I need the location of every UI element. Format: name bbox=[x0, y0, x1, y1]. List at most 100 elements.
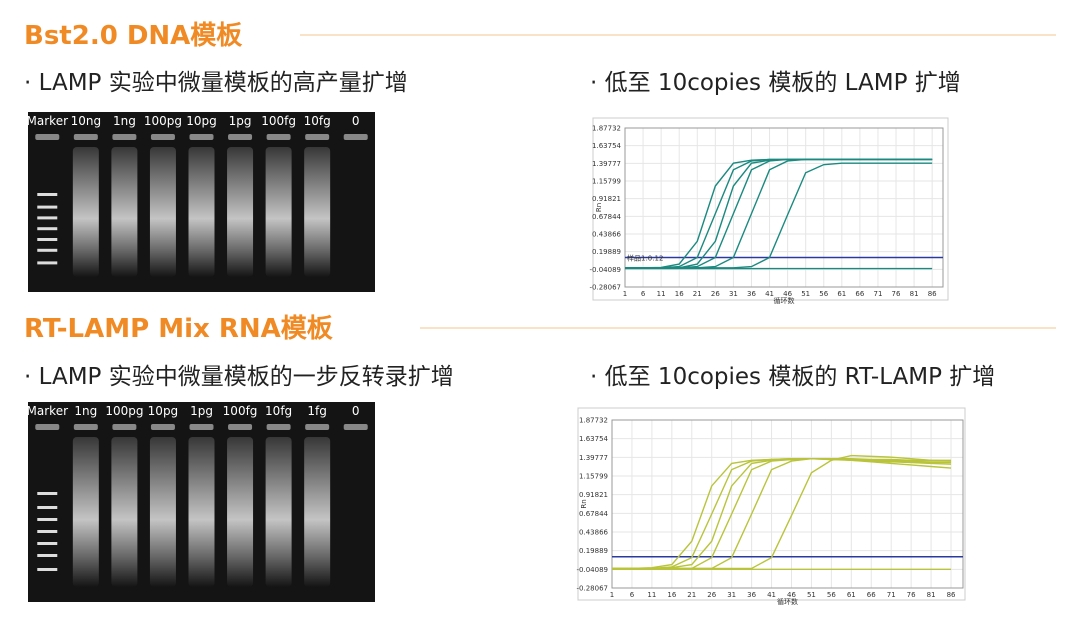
x-tick-label: 76 bbox=[907, 591, 916, 599]
y-tick-label: 0.91821 bbox=[592, 195, 621, 203]
smear bbox=[304, 147, 331, 277]
x-tick-label: 6 bbox=[641, 290, 646, 298]
x-tick-label: 11 bbox=[647, 591, 656, 599]
y-tick-label: 1.39777 bbox=[592, 160, 621, 168]
well bbox=[305, 424, 330, 430]
smear bbox=[188, 147, 215, 277]
section-title: RT-LAMP Mix RNA模板 bbox=[24, 314, 333, 344]
smear bbox=[72, 437, 99, 587]
marker-band bbox=[37, 506, 58, 509]
x-tick-label: 36 bbox=[747, 290, 756, 298]
caption: · 低至 10copies 模板的 RT-LAMP 扩增 bbox=[590, 364, 995, 390]
well bbox=[73, 134, 98, 140]
marker-band bbox=[37, 205, 58, 209]
y-tick-label: 1.39777 bbox=[579, 454, 608, 462]
y-tick-label: 0.19889 bbox=[592, 248, 621, 256]
marker-band bbox=[37, 542, 58, 545]
plot-area bbox=[624, 127, 944, 288]
x-tick-label: 16 bbox=[667, 591, 676, 599]
x-tick-label: 41 bbox=[765, 290, 774, 298]
y-tick-label: -0.28067 bbox=[577, 585, 608, 593]
smear bbox=[227, 437, 254, 587]
y-tick-label: 0.43866 bbox=[579, 529, 608, 537]
x-tick-label: 51 bbox=[807, 591, 816, 599]
smear bbox=[188, 437, 215, 587]
x-tick-label: 46 bbox=[783, 290, 792, 298]
x-tick-label: 71 bbox=[887, 591, 896, 599]
y-tick-label: 1.63754 bbox=[592, 142, 621, 150]
lane-label: 10fg bbox=[265, 404, 292, 418]
x-tick-label: 46 bbox=[787, 591, 796, 599]
x-tick-label: 66 bbox=[867, 591, 876, 599]
y-tick-label: 1.15799 bbox=[592, 178, 621, 186]
marker-band bbox=[37, 193, 58, 196]
y-tick-label: 0.67844 bbox=[592, 213, 621, 221]
well bbox=[189, 134, 214, 140]
x-tick-label: 31 bbox=[727, 591, 736, 599]
well bbox=[305, 134, 330, 140]
x-tick-label: 61 bbox=[847, 591, 856, 599]
lane-label: 100fg bbox=[223, 404, 258, 418]
threshold-label: 样品1:0.12 bbox=[627, 253, 663, 262]
lane-label: 100fg bbox=[261, 114, 296, 128]
lane-label: 1ng bbox=[74, 404, 97, 418]
marker-band bbox=[37, 238, 58, 241]
amplification-curve bbox=[625, 162, 933, 269]
y-tick-label: 1.15799 bbox=[579, 473, 608, 481]
x-tick-label: 56 bbox=[827, 591, 836, 599]
marker-band bbox=[37, 248, 58, 252]
x-axis-label: 循环数 bbox=[777, 597, 798, 606]
smear bbox=[304, 437, 331, 587]
x-tick-label: 31 bbox=[729, 290, 738, 298]
lane-label: 1pg bbox=[229, 114, 252, 128]
section-title: Bst2.0 DNA模板 bbox=[24, 21, 242, 51]
lane-label: 10pg bbox=[148, 404, 179, 418]
x-tick-label: 41 bbox=[767, 591, 776, 599]
y-tick-label: -0.04089 bbox=[577, 566, 608, 574]
marker-band bbox=[37, 554, 58, 557]
x-tick-label: 1 bbox=[610, 591, 614, 599]
marker-band bbox=[37, 492, 58, 495]
x-tick-label: 66 bbox=[855, 290, 864, 298]
y-tick-label: 0.43866 bbox=[592, 231, 621, 239]
x-tick-label: 36 bbox=[747, 591, 756, 599]
y-tick-label: -0.28067 bbox=[590, 284, 621, 292]
lane-label: 100pg bbox=[105, 404, 143, 418]
well bbox=[35, 134, 60, 140]
x-tick-label: 61 bbox=[837, 290, 846, 298]
well bbox=[112, 424, 137, 430]
x-tick-label: 26 bbox=[707, 591, 716, 599]
lane-label: 10pg bbox=[186, 114, 217, 128]
x-tick-label: 81 bbox=[927, 591, 936, 599]
y-tick-label: 0.19889 bbox=[579, 547, 608, 555]
smear bbox=[111, 437, 138, 587]
lane-label: 1ng bbox=[113, 114, 136, 128]
y-tick-label: 1.87732 bbox=[592, 125, 621, 133]
marker-band bbox=[37, 261, 58, 265]
marker-band bbox=[37, 518, 58, 521]
well bbox=[112, 134, 137, 140]
lane-label: 10ng bbox=[71, 114, 102, 128]
lane-label: 0 bbox=[352, 404, 360, 418]
lane-label: 1pg bbox=[190, 404, 213, 418]
caption: · LAMP 实验中微量模板的高产量扩增 bbox=[24, 70, 408, 96]
lane-label: 100pg bbox=[144, 114, 182, 128]
amplification-curve bbox=[612, 454, 952, 570]
lane-label: 1fg bbox=[307, 404, 326, 418]
well bbox=[343, 134, 368, 140]
well bbox=[343, 424, 368, 430]
x-tick-label: 76 bbox=[892, 290, 901, 298]
lane-label: 10fg bbox=[304, 114, 331, 128]
marker-band bbox=[37, 568, 58, 571]
marker-band bbox=[37, 227, 58, 231]
lane-label: 0 bbox=[352, 114, 360, 128]
y-tick-label: -0.04089 bbox=[590, 266, 621, 274]
y-tick-label: 0.91821 bbox=[579, 491, 608, 499]
y-tick-label: 1.63754 bbox=[579, 435, 608, 443]
well bbox=[266, 424, 291, 430]
marker-band bbox=[37, 530, 58, 533]
smear bbox=[265, 147, 292, 277]
smear bbox=[149, 437, 176, 587]
x-tick-label: 51 bbox=[801, 290, 810, 298]
lane-label: Marker bbox=[27, 114, 69, 128]
